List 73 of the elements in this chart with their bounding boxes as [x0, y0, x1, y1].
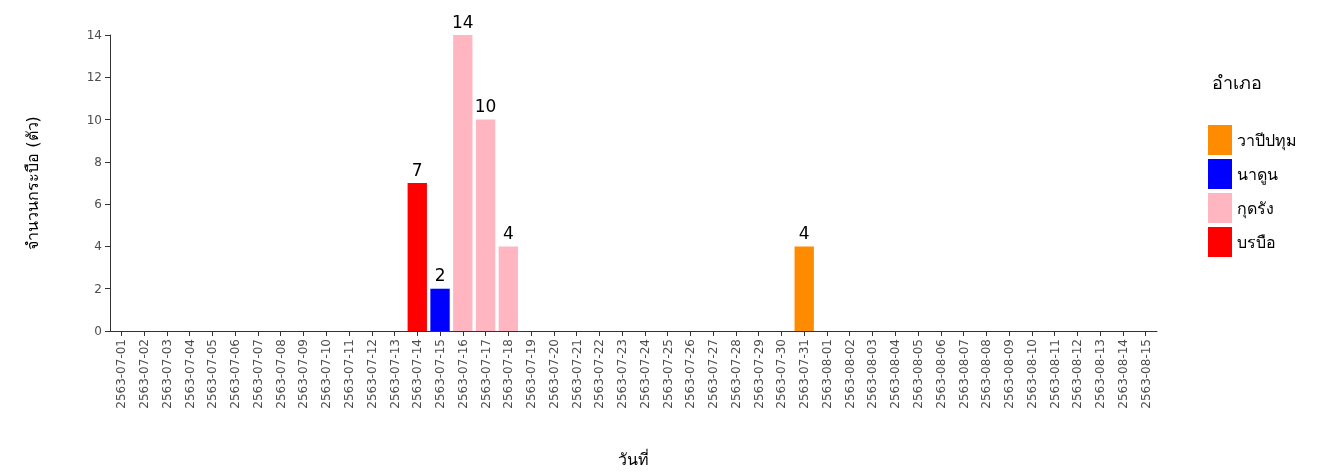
x-tick-label: 2563-08-01 [819, 339, 834, 409]
legend-title: อำเภอ [1212, 71, 1262, 93]
x-tick-label: 2563-08-10 [1024, 339, 1039, 409]
x-tick-label: 2563-08-12 [1070, 339, 1085, 409]
x-tick-label: 2563-07-27 [706, 339, 721, 409]
x-tick-label: 2563-07-24 [637, 339, 652, 409]
y-axis-title: จำนวนกระบือ (ตัว) [22, 116, 42, 250]
x-tick-label: 2563-07-08 [273, 339, 288, 409]
x-tick-label: 2563-08-13 [1093, 339, 1108, 409]
x-tick-label: 2563-07-29 [751, 339, 766, 409]
x-tick-label: 2563-08-05 [911, 339, 926, 409]
legend-label: นาดูน [1237, 164, 1278, 185]
bar [407, 183, 427, 331]
x-tick-label: 2563-07-03 [159, 339, 174, 409]
x-tick-label: 2563-07-01 [114, 339, 129, 409]
x-tick-label: 2563-07-09 [296, 339, 311, 409]
x-tick-label: 2563-07-11 [341, 339, 356, 409]
x-tick-label: 2563-07-14 [410, 339, 425, 409]
x-tick-label: 2563-07-31 [797, 339, 812, 409]
x-tick-label: 2563-07-04 [182, 339, 197, 409]
x-tick-label: 2563-08-09 [1002, 339, 1017, 409]
x-tick-label: 2563-07-05 [205, 339, 220, 409]
x-tick-label: 2563-07-20 [546, 339, 561, 409]
x-tick-label: 2563-08-02 [842, 339, 857, 409]
data-label: 4 [798, 222, 810, 243]
y-tick-label: 10 [86, 112, 102, 127]
bar [498, 246, 518, 331]
bar [794, 246, 814, 331]
x-tick-label: 2563-07-18 [501, 339, 516, 409]
y-tick-label: 0 [94, 324, 102, 338]
x-tick-label: 2563-07-28 [728, 339, 743, 409]
bar [475, 119, 496, 331]
x-tick-label: 2563-08-07 [956, 339, 971, 409]
x-tick-label: 2563-08-11 [1047, 339, 1062, 409]
y-tick-label: 8 [94, 154, 102, 169]
x-tick-label: 2563-07-30 [774, 339, 789, 409]
x-tick-label: 2563-07-23 [615, 339, 630, 409]
x-tick-label: 2563-08-08 [979, 339, 994, 409]
x-tick-label: 2563-07-21 [569, 339, 584, 409]
x-tick-label: 2563-07-06 [228, 339, 243, 409]
legend-label: วาปีปทุม [1237, 130, 1297, 151]
data-label: 4 [502, 222, 514, 243]
x-tick-label: 2563-07-26 [683, 339, 698, 409]
x-tick-label: 2563-07-07 [250, 339, 265, 409]
bar [453, 35, 473, 331]
legend-label: กุดรัง [1237, 198, 1274, 219]
x-tick-label: 2563-07-10 [319, 339, 334, 409]
x-tick-label: 2563-07-02 [137, 339, 152, 409]
y-tick-label: 14 [86, 28, 102, 42]
x-axis-title: วันที่ [618, 447, 649, 469]
legend-label: บรบือ [1237, 232, 1276, 252]
data-label: 7 [411, 159, 423, 180]
x-tick-label: 2563-08-14 [1115, 339, 1130, 409]
x-tick-label: 2563-08-06 [933, 339, 948, 409]
y-tick-label: 12 [86, 70, 102, 85]
y-tick-label: 4 [94, 239, 102, 254]
x-tick-label: 2563-07-17 [478, 339, 493, 409]
x-tick-label: 2563-07-13 [387, 339, 402, 409]
x-tick-label: 2563-07-25 [660, 339, 675, 409]
x-tick-label: 2563-08-04 [888, 339, 903, 409]
x-tick-label: 2563-07-22 [592, 339, 607, 409]
x-tick-label: 2563-07-19 [524, 339, 539, 409]
data-label: 10 [474, 96, 497, 117]
y-tick-label: 6 [94, 197, 102, 212]
x-tick-label: 2563-07-15 [433, 339, 448, 409]
data-label: 14 [451, 11, 474, 32]
x-tick-label: 2563-08-03 [865, 339, 880, 409]
x-tick-label: 2563-07-16 [455, 339, 470, 409]
bar [430, 288, 450, 331]
y-tick-label: 2 [94, 281, 102, 296]
data-label: 2 [434, 265, 446, 286]
x-tick-label: 2563-07-12 [364, 339, 379, 409]
x-tick-label: 2563-08-15 [1138, 339, 1153, 409]
